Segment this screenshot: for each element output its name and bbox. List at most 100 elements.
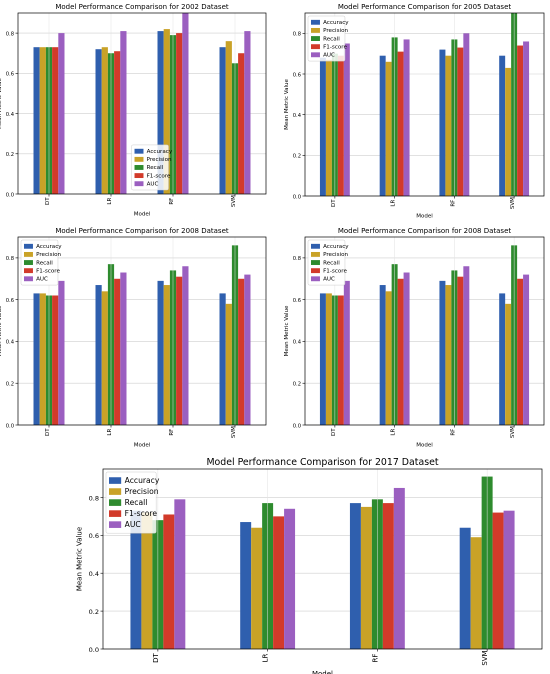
bar-lr-auc (284, 508, 296, 649)
legend-swatch-f1-score (134, 173, 144, 179)
bar-rf-precision (163, 285, 170, 425)
chart-1: 0.0 0.2 0.4 0.6 0.8 DT LR RF SVM Model Performanc… (0, 3, 267, 217)
bar-svm-f1-score (238, 53, 245, 194)
bar-lr-accuracy (95, 285, 102, 425)
x-tick-label: SVM (481, 650, 489, 665)
bar-dt-accuracy (33, 47, 40, 194)
legend-box (105, 471, 157, 534)
bar-svm-precision (505, 67, 512, 197)
legend-label-precision: Precision (323, 252, 348, 258)
bar-lr-f1-score (397, 278, 404, 425)
chart-title: Model Performance Comparison for 2002 Da… (55, 3, 229, 11)
y-axis-label: Mean Metric Value (0, 305, 3, 356)
legend-label-precision: Precision (323, 28, 348, 34)
x-tick-label: LR (391, 200, 397, 207)
y-tick-label: 0.2 (6, 152, 14, 158)
y-tick-label: 0.0 (293, 423, 301, 429)
x-tick-label: RF (371, 654, 379, 663)
x-tick-label: LR (262, 654, 270, 663)
bar-rf-accuracy (157, 31, 164, 194)
chart-title: Model Performance Comparison for 2008 Da… (55, 227, 229, 235)
bar-dt-f1-score (163, 514, 175, 649)
legend-label-auc: AUC (125, 520, 141, 529)
legend-swatch-precision (311, 251, 320, 257)
legend-box (20, 239, 59, 286)
legend-label-accuracy: Accuracy (323, 20, 349, 26)
y-tick-label: 0.8 (6, 256, 14, 262)
x-tick-label: SVM (231, 195, 237, 207)
bar-rf-f1-score (382, 503, 394, 649)
bar-rf-auc (393, 487, 405, 649)
bar-svm-auc (244, 31, 251, 194)
chart-title: Model Performance Comparison for 2005 Da… (338, 3, 512, 11)
legend: Accuracy Precision Recall F1-score AUC (20, 239, 62, 286)
legend-swatch-auc (311, 276, 320, 282)
bar-rf-precision (360, 506, 372, 649)
bar-lr-f1-score (114, 51, 121, 194)
legend-label-recall: Recall (323, 36, 340, 42)
bar-svm-f1-score (238, 278, 245, 425)
x-axis-label: Model (134, 211, 151, 217)
legend-label-auc: AUC (147, 181, 159, 187)
x-axis-label: Model (416, 213, 433, 219)
x-tick-label: LR (391, 429, 397, 436)
x-axis-label: Model (134, 442, 151, 448)
x-tick-label: RF (169, 429, 175, 436)
legend-label-f1-score: F1-score (323, 44, 347, 50)
legend-swatch-f1-score (311, 44, 320, 50)
legend-swatch-accuracy (311, 19, 320, 25)
bar-svm-f1-score (517, 45, 524, 197)
legend-swatch-accuracy (24, 243, 33, 249)
bar-dt-accuracy (130, 510, 142, 649)
bar-lr-auc (120, 272, 127, 425)
bar-rf-f1-score (457, 47, 464, 196)
legend-swatch-accuracy (109, 477, 122, 484)
y-tick-label: 0.0 (89, 646, 99, 654)
bar-svm-precision (470, 537, 482, 649)
bar-rf-auc (463, 33, 470, 197)
bar-lr-accuracy (240, 522, 252, 649)
bar-rf-accuracy (439, 280, 446, 425)
y-axis-label: Mean Metric Value (284, 305, 290, 356)
x-tick-label: LR (107, 429, 113, 436)
legend-label-accuracy: Accuracy (147, 149, 173, 155)
chart-title: Model Performance Comparison for 2008 Da… (338, 227, 512, 235)
legend: Accuracy Precision Recall F1-score AUC (307, 239, 349, 286)
y-tick-label: 0.6 (293, 298, 301, 304)
bar-svm-accuracy (219, 293, 226, 425)
legend-label-precision: Precision (147, 157, 172, 163)
y-tick-label: 0.8 (293, 32, 301, 38)
legend-swatch-recall (134, 165, 144, 170)
bar-rf-f1-score (176, 276, 183, 425)
bar-svm-precision (505, 303, 512, 425)
legend-swatch-auc (24, 276, 33, 282)
y-tick-label: 0.4 (293, 113, 302, 119)
bar-svm-precision (225, 41, 232, 195)
bar-dt-auc (174, 499, 186, 649)
chart-3: 0.0 0.2 0.4 0.6 0.8 DT LR RF SVM Model Performanc… (0, 227, 267, 448)
bar-dt-precision (141, 512, 153, 649)
bar-dt-f1-score (52, 295, 59, 425)
y-tick-label: 0.0 (6, 192, 14, 198)
legend-box (307, 15, 346, 62)
legend-swatch-accuracy (311, 243, 320, 249)
axes-frame (304, 236, 545, 426)
legend-box (131, 144, 169, 191)
legend-swatch-auc (311, 52, 320, 58)
axes-frame (102, 468, 543, 650)
bar-rf-auc (182, 266, 189, 425)
bar-rf-accuracy (439, 49, 446, 196)
legend-swatch-f1-score (311, 268, 320, 274)
y-axis-label: Mean Metric Value (76, 527, 84, 591)
legend-swatch-precision (311, 27, 320, 33)
bar-rf-f1-score (457, 276, 464, 425)
legend-label-recall: Recall (323, 260, 340, 266)
x-tick-label: SVM (231, 426, 237, 438)
bar-dt-auc (343, 43, 350, 196)
bar-dt-auc (58, 280, 65, 425)
x-tick-label: SVM (510, 197, 516, 209)
legend-label-f1-score: F1-score (323, 268, 347, 274)
legend-label-precision: Precision (125, 487, 159, 496)
bar-lr-precision (385, 291, 392, 425)
